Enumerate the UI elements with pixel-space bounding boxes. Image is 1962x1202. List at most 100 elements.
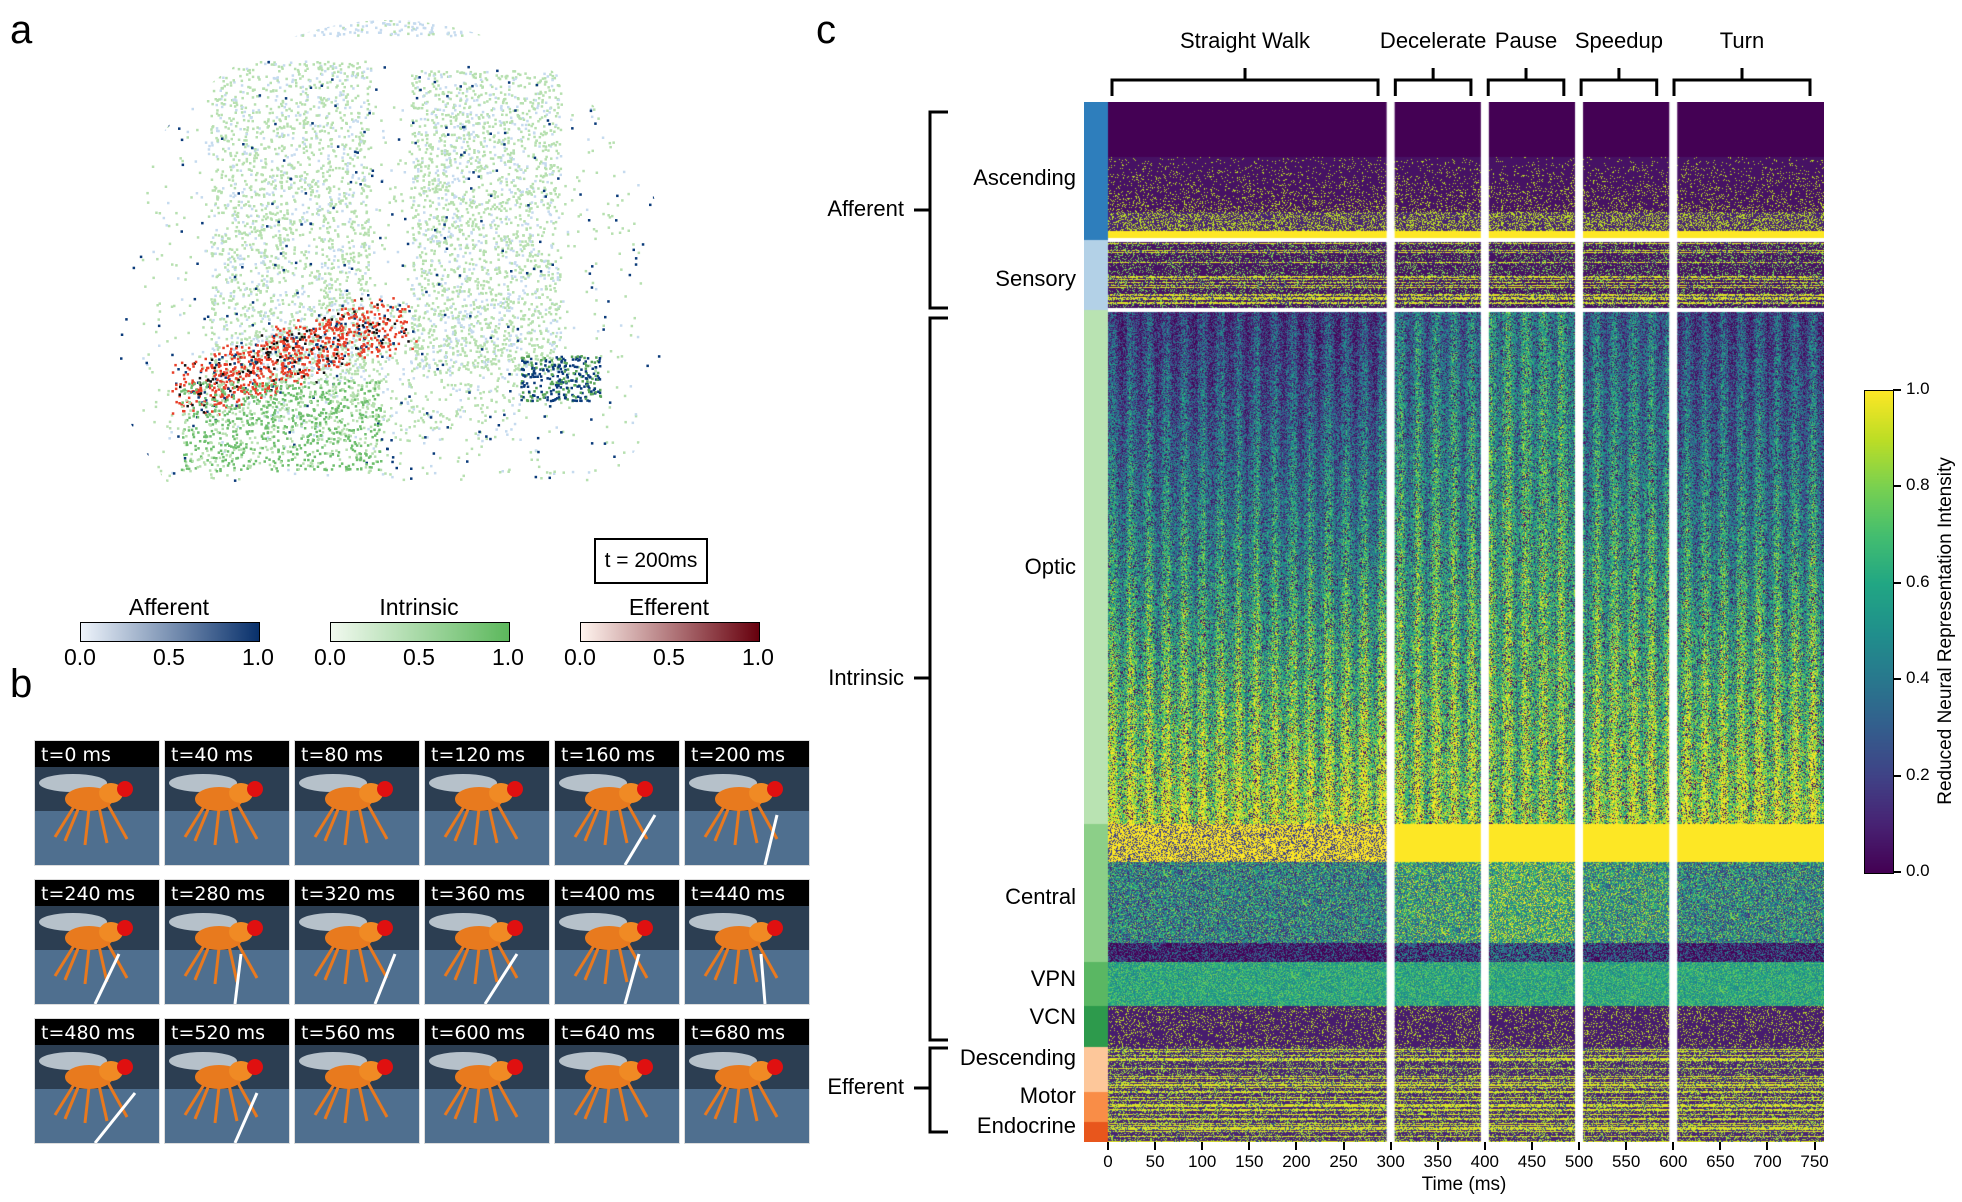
sublabel-optic: Optic bbox=[1024, 554, 1076, 579]
frame-time-label: t=680 ms bbox=[691, 1022, 786, 1044]
colorbar-tick-mark bbox=[1893, 774, 1901, 777]
colorbar-tick-label: 0.2 bbox=[1906, 764, 1930, 784]
colorbar-tick-afferent: 0.0 bbox=[64, 644, 96, 670]
colorbar-tick-intrinsic: 0.0 bbox=[314, 644, 346, 670]
colorbar-tick-label: 0.0 bbox=[1906, 861, 1930, 880]
fly-frame: t=600 ms bbox=[424, 1018, 550, 1144]
frame-time-label: t=400 ms bbox=[561, 883, 656, 905]
colorbar-tick-intrinsic: 0.5 bbox=[403, 644, 435, 670]
fly-frame: t=40 ms bbox=[164, 740, 290, 866]
phase-bracket bbox=[1486, 68, 1566, 96]
panel-letter-c: c bbox=[816, 8, 836, 52]
frame-time-label: t=440 ms bbox=[691, 883, 786, 905]
x-tick-mark bbox=[1389, 1142, 1392, 1150]
frame-time-label: t=600 ms bbox=[431, 1022, 526, 1044]
x-tick-mark bbox=[1766, 1142, 1769, 1150]
x-tick-label: 50 bbox=[1145, 1152, 1165, 1171]
panel-letter-b: b bbox=[10, 662, 33, 706]
fly-image bbox=[685, 741, 809, 865]
frame-time-label: t=240 ms bbox=[41, 883, 136, 905]
colorbar-tick-mark bbox=[1893, 389, 1901, 391]
fly-image bbox=[35, 880, 159, 1004]
fly-frame: t=120 ms bbox=[424, 740, 550, 866]
phase-bracket bbox=[1110, 68, 1380, 96]
fly-image bbox=[685, 880, 809, 1004]
x-tick-label: 200 bbox=[1282, 1152, 1311, 1171]
phase-brackets bbox=[1110, 68, 1812, 96]
sublabel-sensory: Sensory bbox=[995, 266, 1076, 291]
phase-label: Pause bbox=[1494, 28, 1558, 53]
fly-image bbox=[295, 880, 419, 1004]
heatmap-colorbar bbox=[1864, 390, 1894, 874]
x-tick-mark bbox=[1530, 1142, 1533, 1150]
x-tick-label: 100 bbox=[1188, 1152, 1217, 1171]
frame-time-label: t=40 ms bbox=[171, 744, 253, 766]
frame-time-label: t=520 ms bbox=[171, 1022, 266, 1044]
frame-time-label: t=0 ms bbox=[41, 744, 111, 766]
time-readout-box: t = 200ms bbox=[594, 538, 708, 584]
fly-frame: t=0 ms bbox=[34, 740, 160, 866]
phase-label: Decelerate bbox=[1379, 28, 1487, 53]
colorbar-title-efferent: Efferent bbox=[628, 594, 710, 620]
heatmap-colorbar-label: Reduced Neural Representation Intensity bbox=[1935, 457, 1956, 805]
x-tick-label: 250 bbox=[1329, 1152, 1358, 1171]
x-tick-label: 400 bbox=[1470, 1152, 1500, 1171]
bracket-afferent bbox=[914, 110, 948, 310]
fly-frame: t=680 ms bbox=[684, 1018, 810, 1144]
colorbar-afferent bbox=[80, 622, 260, 642]
fly-image bbox=[555, 1019, 679, 1143]
fly-image bbox=[425, 880, 549, 1004]
x-tick-label: 300 bbox=[1376, 1152, 1405, 1171]
x-tick-label: 0 bbox=[1103, 1152, 1113, 1171]
colorbar-tick-intrinsic: 1.0 bbox=[492, 644, 524, 670]
fly-frame: t=640 ms bbox=[554, 1018, 680, 1144]
colorbar-tick-afferent: 0.5 bbox=[153, 644, 185, 670]
phase-bracket bbox=[1672, 68, 1812, 96]
frame-time-label: t=560 ms bbox=[301, 1022, 396, 1044]
fly-frame: t=400 ms bbox=[554, 879, 680, 1005]
sublabel-descending: Descending bbox=[959, 1045, 1076, 1070]
fly-image bbox=[35, 741, 159, 865]
group-brackets bbox=[914, 110, 948, 1134]
x-tick-label: 350 bbox=[1423, 1152, 1452, 1171]
x-tick-mark bbox=[1107, 1142, 1109, 1150]
x-tick-mark bbox=[1672, 1142, 1675, 1150]
group-label-intrinsic: Intrinsic bbox=[828, 665, 904, 690]
frame-time-label: t=280 ms bbox=[171, 883, 266, 905]
neural-heatmap bbox=[1084, 102, 1824, 1142]
x-tick-label: 600 bbox=[1659, 1152, 1688, 1171]
fly-frame: t=480 ms bbox=[34, 1018, 160, 1144]
panel-letter-a: a bbox=[10, 8, 33, 52]
fly-image bbox=[555, 880, 679, 1004]
colorbar-tick-efferent: 1.0 bbox=[742, 644, 774, 670]
frame-time-label: t=120 ms bbox=[431, 744, 526, 766]
x-tick-mark bbox=[1436, 1142, 1439, 1150]
x-axis-label: Time (ms) bbox=[1421, 1174, 1507, 1195]
x-tick-mark bbox=[1813, 1142, 1816, 1150]
frame-time-label: t=320 ms bbox=[301, 883, 396, 905]
colorbar-tick-mark bbox=[1893, 485, 1901, 488]
colorbar-title-intrinsic: Intrinsic bbox=[379, 594, 459, 620]
colorbar-title-afferent: Afferent bbox=[128, 594, 210, 620]
phase-bracket bbox=[1579, 68, 1659, 96]
fly-frame: t=80 ms bbox=[294, 740, 420, 866]
sublabel-central: Central bbox=[1005, 884, 1076, 909]
colorbar-tick-mark bbox=[1893, 871, 1901, 873]
x-tick-label: 450 bbox=[1517, 1152, 1547, 1171]
fly-image bbox=[35, 1019, 159, 1143]
colorbar-tick-label: 1.0 bbox=[1906, 379, 1930, 398]
sublabel-endocrine: Endocrine bbox=[976, 1113, 1076, 1138]
bracket-intrinsic bbox=[914, 316, 948, 1042]
fly-frame: t=440 ms bbox=[684, 879, 810, 1005]
sublabel-vcn: VCN bbox=[1029, 1004, 1076, 1029]
colorbar-tick-label: 0.4 bbox=[1906, 668, 1930, 688]
x-tick-label: 650 bbox=[1706, 1152, 1735, 1171]
sublabel-motor: Motor bbox=[1019, 1083, 1076, 1108]
fly-frame: t=360 ms bbox=[424, 879, 550, 1005]
colorbar-tick-label: 0.8 bbox=[1906, 475, 1930, 495]
phase-label: Turn bbox=[1719, 28, 1765, 53]
frame-time-label: t=360 ms bbox=[431, 883, 526, 905]
fly-frame: t=200 ms bbox=[684, 740, 810, 866]
x-tick-mark bbox=[1483, 1142, 1486, 1150]
fly-image bbox=[555, 741, 679, 865]
